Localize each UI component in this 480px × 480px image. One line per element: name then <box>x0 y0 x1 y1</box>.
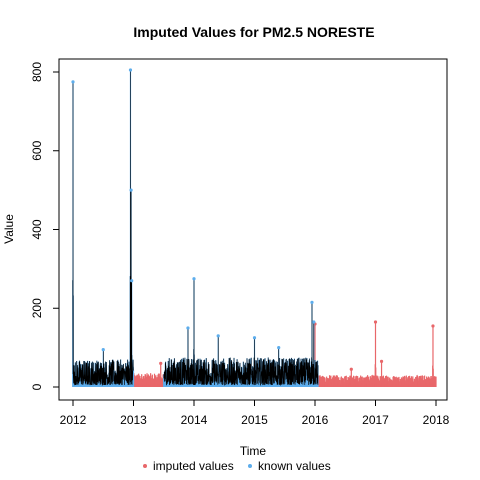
y-tick-label: 200 <box>30 298 44 318</box>
legend-imputed-label: imputed values <box>153 459 234 473</box>
known-line <box>73 70 134 385</box>
legend-imputed-marker <box>143 464 147 468</box>
known-point <box>102 348 105 351</box>
known-segment-0 <box>71 68 133 387</box>
y-tick-label: 0 <box>30 383 44 390</box>
x-tick-label: 2017 <box>362 413 389 427</box>
known-point <box>217 334 220 337</box>
known-point <box>129 189 132 192</box>
x-tick-label: 2018 <box>423 413 450 427</box>
x-tick-label: 2012 <box>60 413 87 427</box>
x-tick-label: 2014 <box>181 413 208 427</box>
y-axis-label: Value <box>2 214 16 244</box>
imputed-point <box>350 368 353 371</box>
imputed-point <box>380 360 383 363</box>
known-point <box>130 279 133 282</box>
x-tick-label: 2013 <box>120 413 147 427</box>
known-point <box>192 277 195 280</box>
x-axis: 2012 2013 2014 2015 2016 2017 2018 <box>60 400 450 427</box>
data-layer <box>71 68 436 387</box>
known-point <box>71 80 74 83</box>
known-point <box>129 68 132 71</box>
chart-title: Imputed Values for PM2.5 NORESTE <box>133 24 374 40</box>
y-tick-label: 800 <box>30 62 44 82</box>
known-point <box>186 326 189 329</box>
known-point <box>253 336 256 339</box>
imputed-segment-0 <box>134 362 164 387</box>
x-tick-label: 2016 <box>302 413 329 427</box>
known-segment-1 <box>164 277 318 387</box>
x-tick-label: 2015 <box>241 413 268 427</box>
x-axis-label: Time <box>240 444 267 458</box>
plot-frame <box>59 59 447 400</box>
imputed-point <box>374 320 377 323</box>
y-tick-label: 400 <box>30 219 44 239</box>
legend: imputed values known values <box>143 459 331 473</box>
y-axis: 0 200 400 600 800 <box>30 62 59 391</box>
imputed-line <box>134 363 164 385</box>
imputed-segment-1 <box>313 320 436 387</box>
y-tick-label: 600 <box>30 140 44 160</box>
known-line <box>164 279 318 385</box>
legend-known-marker <box>248 464 252 468</box>
imputed-point <box>431 324 434 327</box>
imputed-point <box>159 362 162 365</box>
legend-known-label: known values <box>258 459 331 473</box>
known-point <box>310 301 313 304</box>
known-point <box>277 346 280 349</box>
known-point <box>312 320 315 323</box>
